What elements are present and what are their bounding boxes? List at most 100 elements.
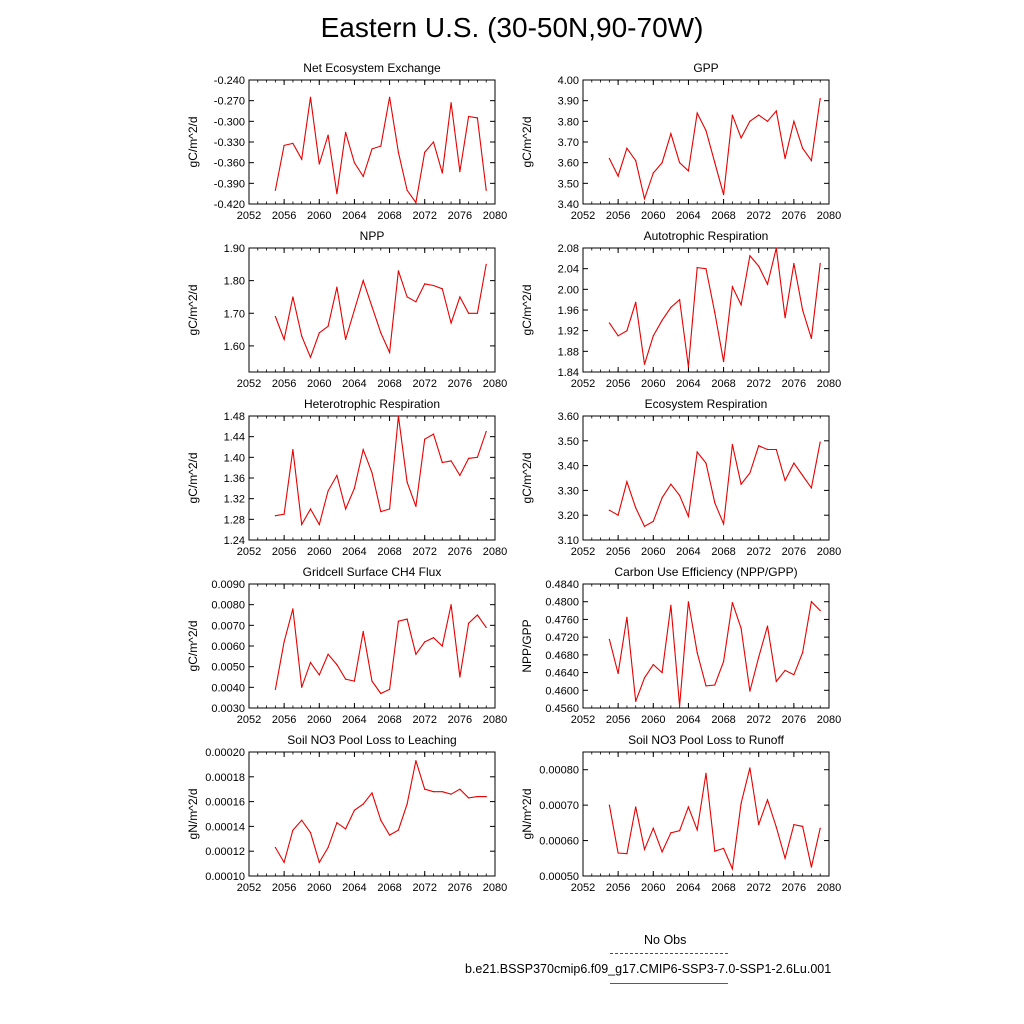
y-tick-label: 3.50 (558, 178, 579, 190)
chart-panel-0: Net Ecosystem Exchange gC/m^2/d 2052 2056 20… (186, 61, 507, 222)
data-point (485, 263, 487, 265)
y-tick-label: 0.4600 (545, 685, 579, 697)
data-point (740, 483, 742, 485)
y-tick-label: 0.4760 (545, 614, 579, 626)
data-point (388, 351, 391, 354)
x-tick-label: 2060 (641, 546, 665, 558)
data-point (362, 280, 364, 282)
data-point (380, 145, 382, 147)
y-tick-label: 3.30 (558, 485, 579, 497)
y-tick-label: 1.32 (224, 494, 245, 506)
data-point (274, 688, 276, 691)
x-tick-label: 2056 (272, 714, 296, 726)
x-tick-label: 2080 (483, 714, 507, 726)
y-tick-label: 1.36 (224, 473, 245, 485)
data-point (424, 283, 426, 285)
x-tick-label: 2076 (782, 882, 806, 894)
data-point (424, 788, 426, 790)
x-tick-label: 2080 (483, 882, 507, 894)
data-point (485, 189, 487, 191)
data-point (362, 448, 364, 451)
data-point (775, 247, 777, 249)
series-line (608, 600, 821, 706)
data-point (336, 822, 338, 824)
x-tick-label: 2056 (606, 882, 630, 894)
x-tick-label: 2068 (711, 378, 735, 390)
y-tick-label: -0.270 (214, 96, 245, 108)
x-tick-label: 2060 (307, 714, 331, 726)
data-point (397, 270, 399, 272)
data-point (336, 474, 338, 477)
x-tick-label: 2068 (711, 546, 735, 558)
data-point (476, 614, 479, 616)
data-point (810, 160, 813, 162)
plot-frame (582, 79, 830, 205)
data-point (740, 627, 742, 629)
data-point (626, 330, 628, 332)
data-point (810, 337, 813, 340)
x-tick-label: 2064 (342, 210, 366, 222)
y-tick-label: 3.20 (558, 510, 579, 522)
y-tick-label: -0.390 (214, 178, 245, 190)
x-tick-label: 2068 (377, 546, 401, 558)
y-tick-label: 1.92 (558, 326, 579, 338)
y-tick-label: 3.50 (558, 436, 579, 448)
data-point (775, 826, 777, 828)
data-point (810, 866, 813, 868)
data-point (714, 684, 716, 686)
series-line (608, 767, 821, 871)
data-point (345, 678, 347, 680)
data-point (327, 490, 329, 492)
x-tick-label: 2052 (571, 714, 595, 726)
plot-frame (582, 583, 830, 709)
data-point (652, 520, 654, 523)
data-point (441, 791, 443, 793)
data-point (687, 366, 690, 368)
data-point (301, 686, 303, 688)
data-point (784, 157, 786, 160)
data-point (661, 319, 663, 321)
data-point (784, 479, 786, 482)
data-point (810, 487, 813, 489)
y-tick-label: 0.4680 (545, 650, 579, 662)
series-line (608, 247, 821, 367)
data-point (679, 830, 681, 832)
data-point (722, 361, 725, 363)
data-point (476, 117, 479, 119)
data-point (406, 481, 408, 483)
y-tick-label: 0.4800 (545, 597, 579, 609)
plot-frame (248, 79, 496, 205)
data-point (635, 507, 637, 509)
chart-panel-2: NPP gC/m^2/d 2052 2056 2060 2064 2068 2072 2076 2… (186, 229, 507, 390)
data-point (327, 134, 329, 136)
data-point (714, 850, 716, 852)
y-tick-label: 1.28 (224, 514, 245, 526)
x-tick-label: 2060 (641, 882, 665, 894)
x-tick-label: 2072 (412, 378, 436, 390)
data-point (722, 660, 725, 663)
data-point (283, 861, 285, 863)
data-point (450, 102, 452, 104)
data-point (679, 494, 681, 496)
data-point (468, 622, 470, 624)
data-point (406, 189, 408, 191)
x-tick-label: 2064 (342, 378, 366, 390)
x-tick-label: 2072 (746, 378, 770, 390)
data-point (327, 325, 329, 327)
data-point (608, 322, 610, 324)
data-point (635, 301, 637, 303)
data-point (696, 652, 698, 654)
data-point (775, 448, 777, 451)
data-point (661, 497, 663, 499)
data-point (749, 767, 751, 769)
data-point (327, 653, 329, 655)
data-point (415, 301, 417, 303)
x-tick-label: 2060 (307, 210, 331, 222)
data-point (380, 819, 382, 821)
data-point (415, 202, 417, 204)
data-point (450, 460, 452, 462)
y-tick-label: 1.80 (224, 276, 245, 288)
data-point (353, 809, 356, 811)
data-point (362, 175, 364, 178)
data-point (309, 356, 312, 358)
